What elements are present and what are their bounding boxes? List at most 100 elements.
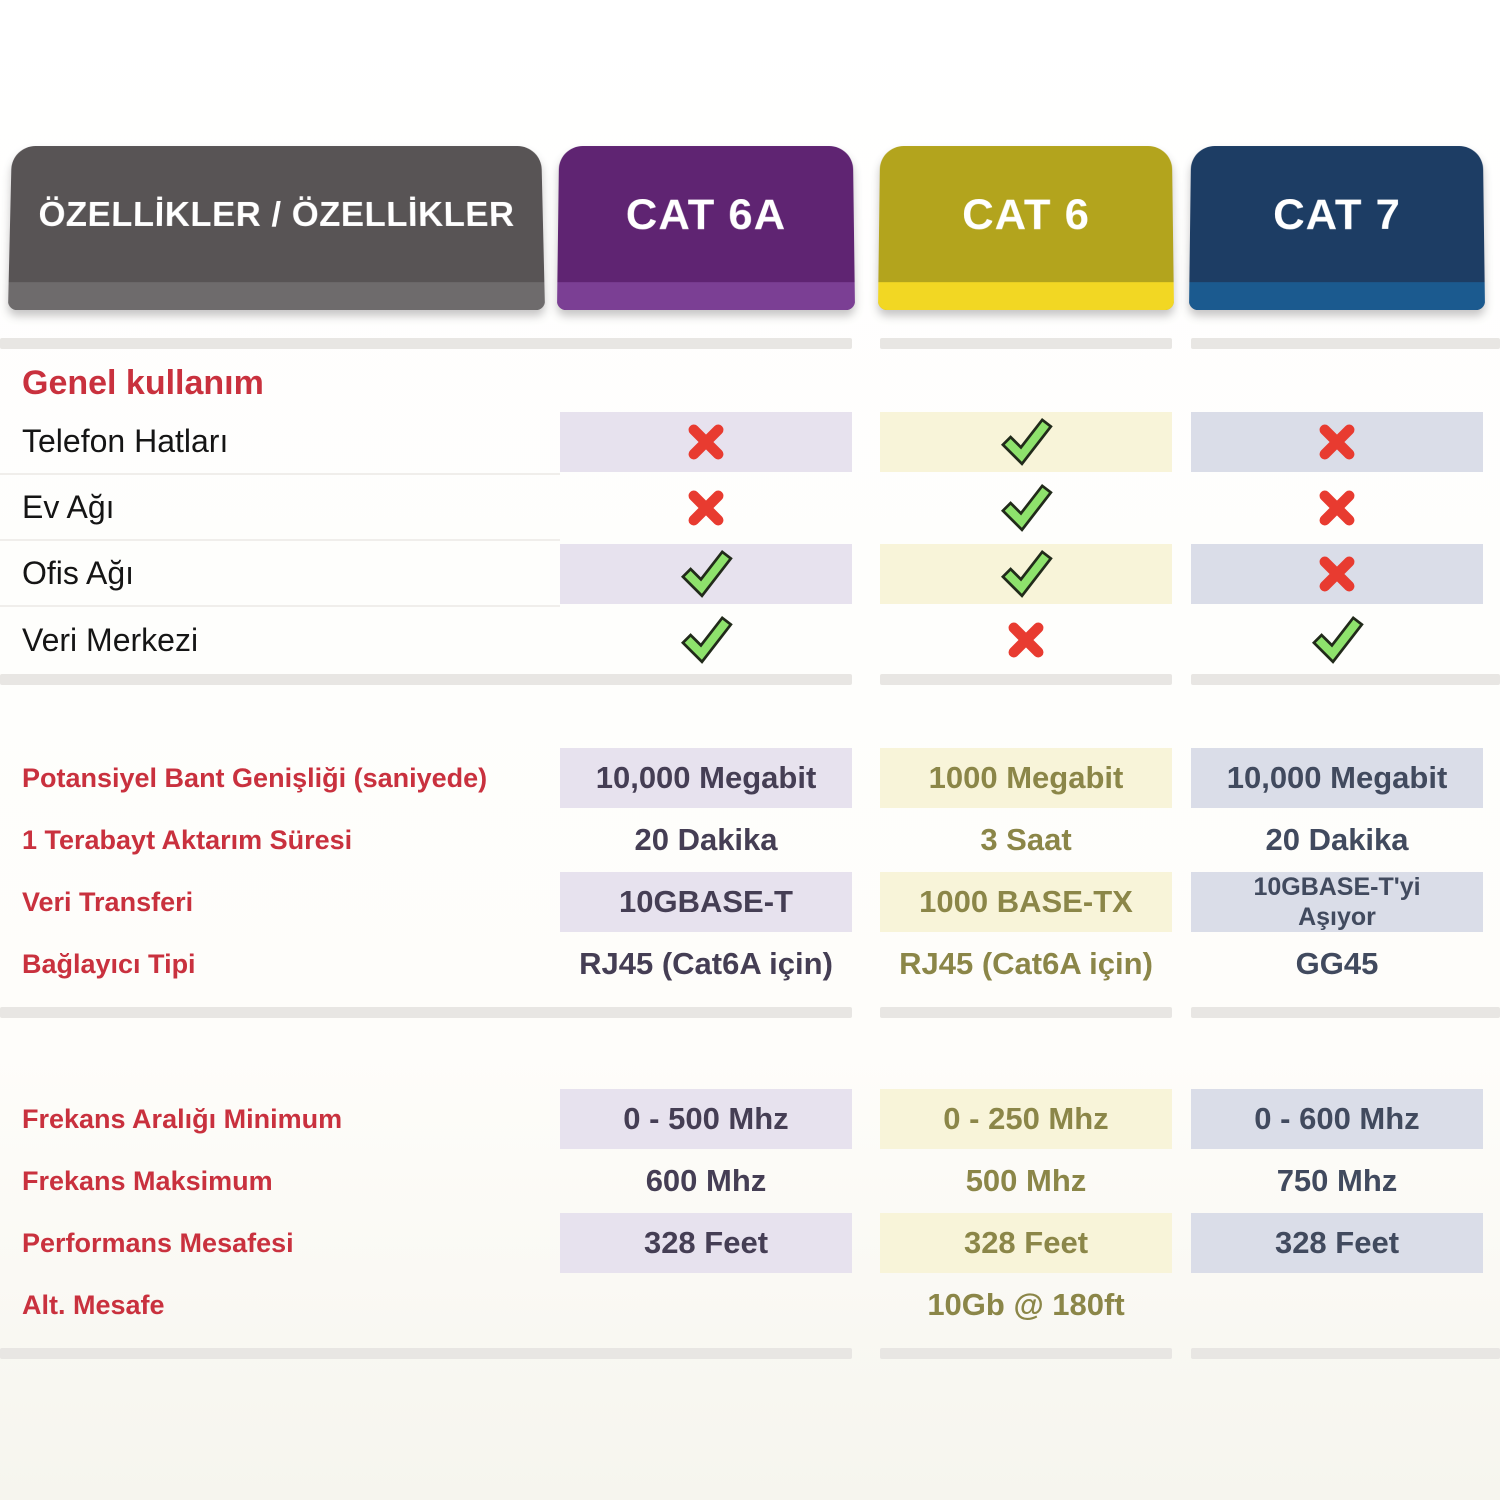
features-header-label: ÖZELLİKLER / ÖZELLİKLER <box>38 195 515 234</box>
table-row: Ofis Ağı <box>0 541 1500 607</box>
value-cell: 10GBASE-T'yi Aşıyor <box>1191 869 1483 935</box>
value-text: 328 Feet <box>964 1225 1088 1261</box>
table-body: Genel kullanım Telefon Hatları Ev Ağı Ofis … <box>0 338 1500 1359</box>
value-text: 0 - 500 Mhz <box>623 1101 788 1137</box>
value-text: 10GBASE-T <box>619 884 793 920</box>
value-cell <box>1191 541 1483 607</box>
value-cell <box>1191 409 1483 475</box>
value-cell <box>560 541 852 607</box>
value-cell <box>560 607 852 673</box>
divider-segment <box>1191 674 1500 685</box>
row-label: Bağlayıcı Tipi <box>0 935 560 993</box>
value-cell <box>1191 607 1483 673</box>
cat6a-header-label: CAT 6A <box>626 190 787 239</box>
check-icon <box>1308 611 1366 669</box>
check-icon <box>677 611 735 669</box>
table-row: Telefon Hatları <box>0 409 1500 475</box>
value-cell: 1000 Megabit <box>880 745 1172 811</box>
table-row: Ev Ağı <box>0 475 1500 541</box>
table-row: Veri Transferi 10GBASE-T 1000 BASE-TX 10GBA… <box>0 869 1500 935</box>
table-row: Veri Merkezi <box>0 607 1500 673</box>
section-divider <box>0 1007 1500 1018</box>
value-cell <box>880 409 1172 475</box>
value-cell: 328 Feet <box>880 1210 1172 1276</box>
cross-icon <box>1311 416 1363 468</box>
table-row: Frekans Aralığı Minimum 0 - 500 Mhz 0 - 25… <box>0 1086 1500 1152</box>
cat6-header-label: CAT 6 <box>962 190 1090 239</box>
row-label: Ofis Ağı <box>0 541 560 607</box>
value-cell <box>880 541 1172 607</box>
cross-icon <box>680 482 732 534</box>
value-cell: GG45 <box>1191 935 1483 993</box>
table-row: Frekans Maksimum 600 Mhz 500 Mhz 750 Mhz <box>0 1152 1500 1210</box>
table-row: Alt. Mesafe 10Gb @ 180ft <box>0 1276 1500 1334</box>
value-text: GG45 <box>1296 946 1379 982</box>
value-text: 10,000 Megabit <box>1227 760 1448 796</box>
value-cell: 20 Dakika <box>1191 811 1483 869</box>
value-text: RJ45 (Cat6A için) <box>579 946 833 982</box>
value-cell: 0 - 250 Mhz <box>880 1086 1172 1152</box>
section-divider <box>0 1348 1500 1359</box>
value-text: 1000 BASE-TX <box>919 884 1133 920</box>
value-cell: 3 Saat <box>880 811 1172 869</box>
value-cell: 10Gb @ 180ft <box>880 1276 1172 1334</box>
value-text: 3 Saat <box>980 822 1071 858</box>
value-cell: 10,000 Megabit <box>560 745 852 811</box>
row-label: Frekans Maksimum <box>0 1152 560 1210</box>
value-cell: 600 Mhz <box>560 1152 852 1210</box>
value-text: 10GBASE-T'yi Aşıyor <box>1253 872 1420 932</box>
value-text: 0 - 250 Mhz <box>943 1101 1108 1137</box>
row-label: Performans Mesafesi <box>0 1210 560 1276</box>
section-general: Genel kullanım Telefon Hatları Ev Ağı Ofis … <box>0 357 1500 673</box>
cross-icon <box>1311 482 1363 534</box>
value-text: 20 Dakika <box>634 822 777 858</box>
table-row: 1 Terabayt Aktarım Süresi 20 Dakika 3 Saat… <box>0 811 1500 869</box>
table-row: Bağlayıcı Tipi RJ45 (Cat6A için) RJ45 (Cat… <box>0 935 1500 993</box>
value-cell <box>880 475 1172 541</box>
value-cell: 750 Mhz <box>1191 1152 1483 1210</box>
value-text: 10,000 Megabit <box>596 760 817 796</box>
cat7-tab-strip <box>1189 282 1485 310</box>
value-text: 328 Feet <box>644 1225 768 1261</box>
table-row: Performans Mesafesi 328 Feet 328 Feet 328 F… <box>0 1210 1500 1276</box>
value-cell: RJ45 (Cat6A için) <box>560 935 852 993</box>
value-text: RJ45 (Cat6A için) <box>899 946 1153 982</box>
divider-segment <box>880 1007 1172 1018</box>
section-specs: Potansiyel Bant Genişliği (saniyede) 10,0… <box>0 745 1500 993</box>
row-label: Veri Merkezi <box>0 607 560 673</box>
divider-segment <box>1191 1348 1500 1359</box>
value-cell: 0 - 500 Mhz <box>560 1086 852 1152</box>
value-text: 328 Feet <box>1275 1225 1399 1261</box>
row-label: Ev Ağı <box>0 475 560 541</box>
value-cell <box>560 475 852 541</box>
column-header-cat7: CAT 7 <box>1189 146 1485 310</box>
value-cell: 328 Feet <box>560 1210 852 1276</box>
features-header-tab: ÖZELLİKLER / ÖZELLİKLER <box>8 146 545 310</box>
value-cell: RJ45 (Cat6A için) <box>880 935 1172 993</box>
check-icon <box>997 479 1055 537</box>
row-label: Veri Transferi <box>0 869 560 935</box>
section-divider <box>0 338 1500 349</box>
value-text: 20 Dakika <box>1265 822 1408 858</box>
cat6a-tab-strip <box>557 282 855 310</box>
value-cell: 20 Dakika <box>560 811 852 869</box>
divider-segment <box>0 674 852 685</box>
divider-segment <box>880 674 1172 685</box>
value-text: 750 Mhz <box>1277 1163 1398 1199</box>
value-cell: 1000 BASE-TX <box>880 869 1172 935</box>
row-label: Frekans Aralığı Minimum <box>0 1086 560 1152</box>
value-text: 10Gb @ 180ft <box>927 1287 1124 1323</box>
cross-icon <box>680 416 732 468</box>
row-label: Alt. Mesafe <box>0 1276 560 1334</box>
check-icon <box>997 545 1055 603</box>
cable-comparison-table: ÖZELLİKLER / ÖZELLİKLER CAT 6A CAT 6 CAT… <box>0 0 1500 1500</box>
row-label: Potansiyel Bant Genişliği (saniyede) <box>0 745 560 811</box>
value-text: 0 - 600 Mhz <box>1254 1101 1419 1137</box>
section-divider <box>0 674 1500 685</box>
features-tab-strip <box>8 282 545 310</box>
divider-segment <box>880 1348 1172 1359</box>
row-label: Telefon Hatları <box>0 409 560 475</box>
value-cell <box>1191 475 1483 541</box>
section-title: Genel kullanım <box>0 357 1500 409</box>
header-row: ÖZELLİKLER / ÖZELLİKLER CAT 6A CAT 6 CAT… <box>0 143 1500 310</box>
